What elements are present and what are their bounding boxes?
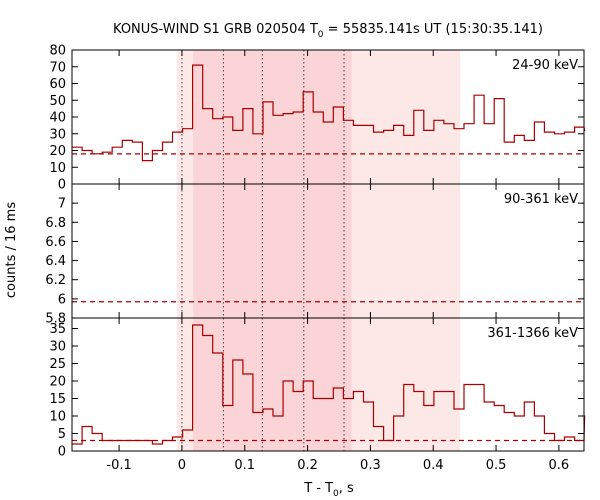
y-axis-label: counts / 16 ms [4, 202, 19, 298]
y-tick-label: 35 [49, 322, 66, 337]
shaded-intervals [176, 50, 461, 451]
y-tick-label: 6.6 [45, 235, 66, 250]
y-tick-label: 30 [49, 127, 66, 142]
y-tick-label: 15 [49, 392, 66, 407]
y-tick-label: 80 [49, 44, 66, 59]
y-tick-label: 10 [49, 161, 66, 176]
chart-title: KONUS-WIND S1 GRB 020504 T0 = 55835.141s… [113, 22, 543, 40]
energy-band-label: 24-90 keV [512, 58, 578, 73]
y-tick-label: 30 [49, 340, 66, 355]
y-tick-label: 40 [49, 111, 66, 126]
y-tick-label: 0 [58, 178, 66, 193]
y-tick-label: 25 [49, 357, 66, 372]
y-tick-label: 5 [58, 427, 66, 442]
y-tick-label: 10 [49, 410, 66, 425]
x-tick-label: 0.3 [360, 458, 381, 473]
data-series [72, 64, 586, 445]
y-tick-label: 6 [58, 292, 66, 307]
x-axis-label: T - T0, s [303, 481, 354, 499]
energy-band-label: 361-1366 keV [487, 326, 578, 341]
x-tick-label: 0.2 [297, 458, 318, 473]
x-tick-label: 0.5 [486, 458, 507, 473]
panel-frame [71, 317, 585, 452]
x-tick-label: 0.4 [423, 458, 444, 473]
y-tick-label: 70 [49, 60, 66, 75]
y-tick-label: 6.2 [45, 273, 66, 288]
y-tick-label: 60 [49, 77, 66, 92]
y-tick-label: 50 [49, 94, 66, 109]
y-tick-label: 20 [49, 375, 66, 390]
y-tick-label: 20 [49, 144, 66, 159]
y-tick-label: 7 [58, 197, 66, 212]
y-tick-label: 6.8 [45, 216, 66, 231]
x-tick-label: 0.6 [549, 458, 570, 473]
energy-band-label: 90-361 keV [504, 192, 578, 207]
y-tick-label: 5.8 [45, 312, 66, 327]
step-series-0 [72, 64, 586, 162]
x-tick-label: -0.1 [106, 458, 131, 473]
step-series-2 [72, 324, 586, 445]
y-tick-label: 6.4 [45, 254, 66, 269]
x-tick-label: 0 [178, 458, 186, 473]
shaded-interval-inner [193, 50, 352, 451]
y-tick-label: 0 [58, 445, 66, 460]
x-tick-label: 0.1 [234, 458, 255, 473]
